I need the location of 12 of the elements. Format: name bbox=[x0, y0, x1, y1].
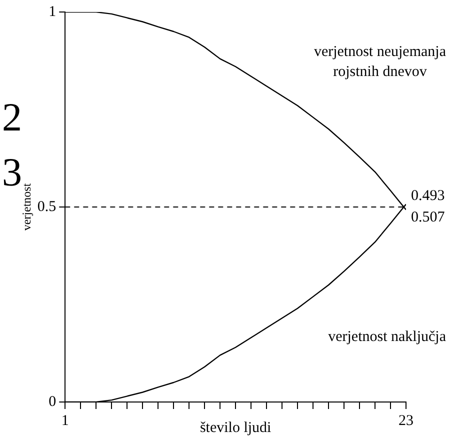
x-tick-label: 23 bbox=[398, 412, 414, 429]
text: 2 bbox=[2, 94, 22, 140]
y-tick-label: 1 bbox=[48, 4, 56, 20]
text: verjetnost naključja bbox=[328, 328, 446, 345]
y-tick-label: 0 bbox=[48, 394, 56, 410]
x-axis-title: število ljudi bbox=[200, 420, 272, 436]
y-tick-label: 0.5 bbox=[37, 198, 56, 215]
text: verjetnost neujemanja rojstnih dnevov bbox=[314, 44, 446, 80]
data-label: 0.507 bbox=[411, 210, 446, 226]
y-axis-title: verjetnost bbox=[19, 182, 34, 231]
text: 3 bbox=[2, 150, 22, 194]
data-label: 0.493 bbox=[411, 188, 445, 204]
